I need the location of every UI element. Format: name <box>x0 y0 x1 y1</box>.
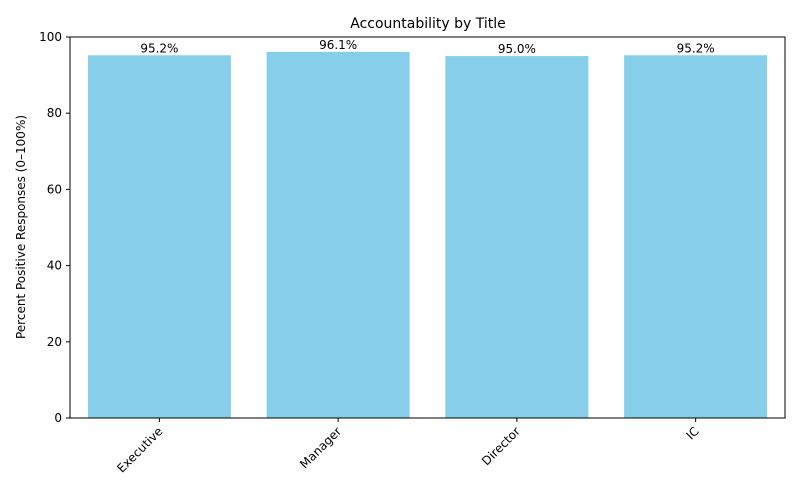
data-label: 95.2% <box>677 41 715 55</box>
x-tick-label: Manager <box>297 424 344 471</box>
data-label: 96.1% <box>319 38 357 52</box>
y-axis-label: Percent Positive Responses (0–100%) <box>14 115 28 339</box>
x-axis-ticks: Executive Manager Director IC <box>114 418 702 475</box>
y-axis-ticks: 0 20 40 60 80 100 <box>39 30 70 425</box>
y-tick-label: 60 <box>47 182 62 196</box>
data-label: 95.2% <box>140 41 178 55</box>
data-label: 95.0% <box>498 42 536 56</box>
bar-executive <box>87 55 231 419</box>
bar-director <box>445 56 589 419</box>
y-tick-label: 80 <box>47 106 62 120</box>
y-tick-label: 0 <box>54 411 62 425</box>
bar-manager <box>266 51 410 418</box>
chart-title: Accountability by Title <box>350 16 506 32</box>
plot-frame <box>69 36 786 419</box>
x-tick-label: Director <box>479 424 523 468</box>
y-tick-label: 20 <box>47 335 62 349</box>
y-tick-label: 40 <box>47 259 62 273</box>
x-tick-label: IC <box>683 424 701 442</box>
bars-group: 95.2% 96.1% 95.0% 95.2% <box>87 38 768 419</box>
bar-ic <box>624 55 768 419</box>
y-tick-label: 100 <box>39 30 62 44</box>
x-tick-label: Executive <box>114 424 165 475</box>
